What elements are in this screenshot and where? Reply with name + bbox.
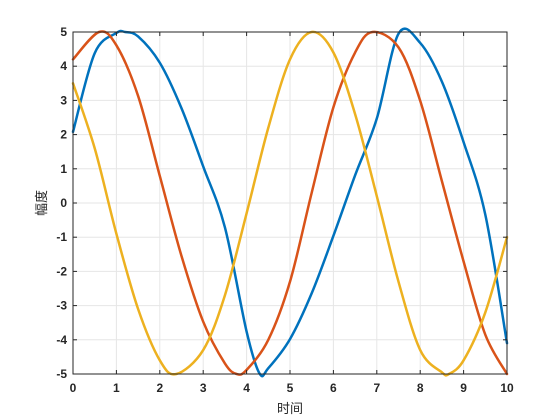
x-tick-label: 3 — [200, 381, 207, 395]
y-tick-label: -2 — [56, 264, 67, 278]
y-tick-label: 0 — [60, 196, 67, 210]
y-tick-label: 3 — [60, 93, 67, 107]
series-layer — [71, 27, 509, 378]
y-tick-label: -5 — [56, 367, 67, 381]
y-tick-label: 4 — [60, 59, 67, 73]
y-tick-label: 2 — [60, 128, 67, 142]
series-line-2 — [71, 30, 509, 376]
y-tick-label: 5 — [60, 25, 67, 39]
y-tick-label: -3 — [56, 299, 67, 313]
x-axis-label: 时间 — [277, 402, 303, 417]
x-tick-label: 1 — [113, 381, 120, 395]
x-tick-label: 4 — [243, 381, 250, 395]
tick-labels: 0 1 2 3 4 5 6 7 8 9 10 -5 -4 -3 -2 -1 0 1 2 3 4 5 — [56, 25, 514, 395]
x-tick-label: 7 — [373, 381, 380, 395]
x-tick-label: 10 — [500, 381, 514, 395]
y-tick-label: -4 — [56, 333, 67, 347]
x-tick-label: 2 — [156, 381, 163, 395]
series-line-1 — [71, 27, 509, 378]
x-tick-label: 8 — [417, 381, 424, 395]
series-line-3 — [71, 30, 509, 377]
y-axis-label: 幅度 — [34, 190, 50, 216]
y-tick-label: -1 — [56, 230, 67, 244]
y-tick-label: 1 — [60, 162, 67, 176]
x-tick-label: 0 — [70, 381, 77, 395]
x-tick-label: 6 — [330, 381, 337, 395]
x-tick-label: 9 — [460, 381, 467, 395]
ticks — [72, 31, 508, 375]
x-tick-label: 5 — [287, 381, 294, 395]
